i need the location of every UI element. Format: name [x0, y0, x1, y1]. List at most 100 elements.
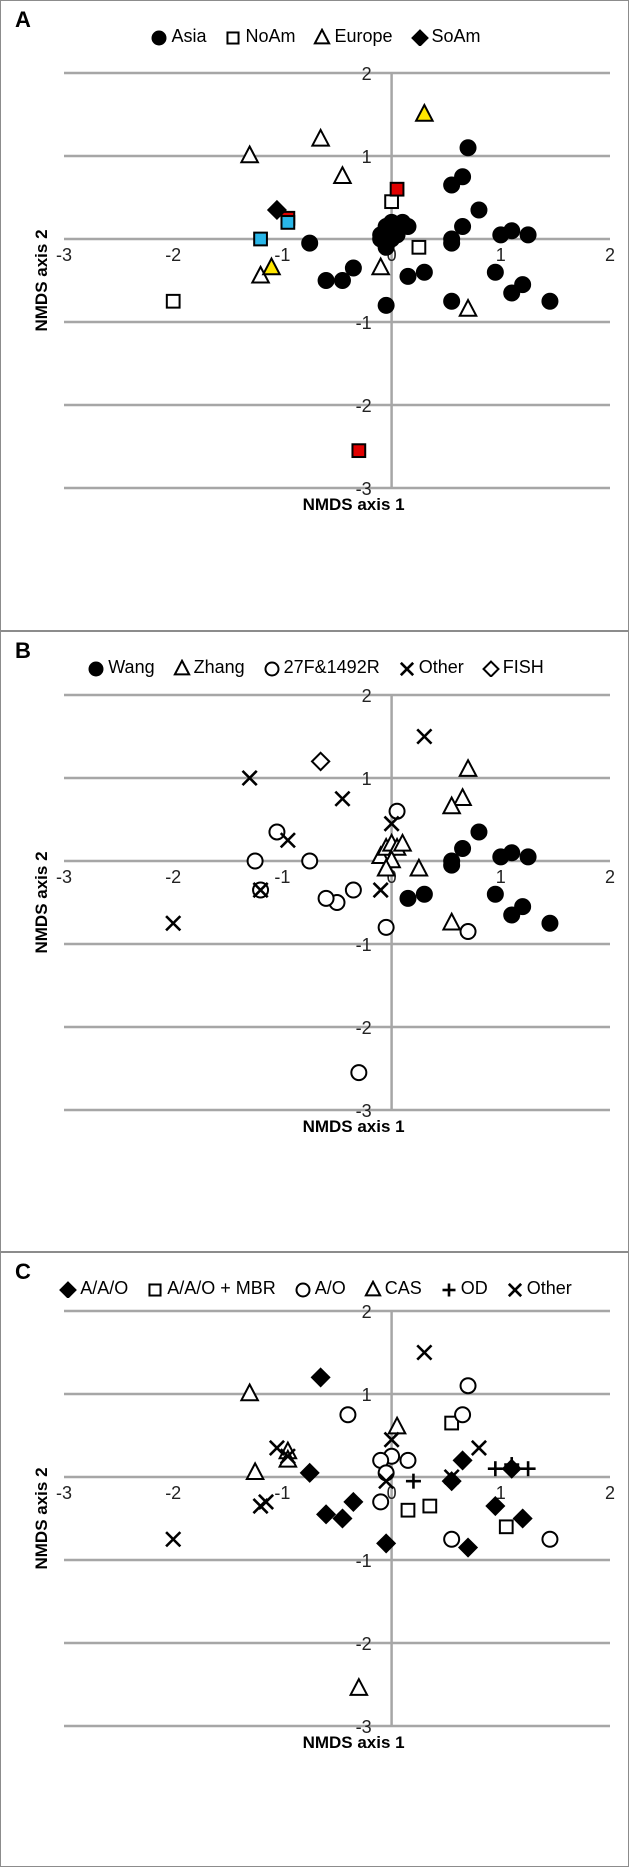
y-tick-label: 2 — [362, 1302, 372, 1322]
data-point — [399, 267, 417, 285]
data-point — [487, 1461, 503, 1477]
data-point — [239, 1382, 260, 1402]
data-point — [392, 832, 413, 852]
data-point — [372, 230, 390, 248]
data-point — [399, 889, 417, 907]
legend-marker — [148, 1283, 162, 1297]
triangle-icon — [313, 27, 332, 44]
legend-marker — [226, 31, 240, 45]
y-axis-title: NMDS axis 2 — [32, 229, 51, 331]
legend-item: Zhang — [172, 656, 245, 678]
data-point — [470, 201, 488, 219]
legend-item: A/A/O — [59, 1277, 128, 1299]
data-point — [415, 263, 433, 281]
data-point — [245, 1461, 266, 1481]
legend-marker — [151, 30, 167, 46]
plus-icon — [442, 1283, 456, 1297]
series-zhang — [370, 758, 478, 931]
data-point — [165, 1531, 182, 1548]
series-noam — [253, 215, 296, 247]
legend-label: 27F&1492R — [283, 657, 380, 678]
data-point — [454, 1406, 472, 1424]
x-tick-label: 0 — [387, 245, 397, 265]
series-a-o — [339, 1377, 559, 1548]
data-point — [485, 1496, 506, 1517]
data-point — [279, 832, 296, 849]
legend-item: A/A/O + MBR — [146, 1277, 276, 1299]
x-icon — [399, 661, 414, 676]
x-tick-label: -3 — [56, 867, 72, 887]
data-point — [452, 1450, 473, 1471]
data-point — [441, 1471, 462, 1492]
data-point — [388, 226, 406, 244]
data-point — [459, 139, 477, 157]
x-tick-label: 2 — [605, 245, 615, 265]
data-point — [441, 795, 462, 815]
data-point — [351, 443, 367, 459]
legend-item: Europe — [313, 25, 393, 47]
legend-marker — [363, 1279, 382, 1296]
data-point — [414, 102, 435, 122]
legend-label: SoAm — [431, 26, 481, 47]
legend-marker — [507, 1282, 522, 1297]
x-axis-title: NMDS axis 1 — [303, 1117, 405, 1136]
x-tick-label: -1 — [274, 245, 290, 265]
legend-marker — [399, 661, 414, 676]
data-point — [279, 1448, 296, 1465]
data-point — [239, 144, 260, 164]
data-point — [377, 296, 395, 314]
data-point — [241, 769, 258, 787]
data-point — [301, 234, 319, 252]
data-point — [310, 127, 331, 147]
panel-label: B — [15, 638, 31, 663]
legend-marker — [88, 661, 104, 677]
data-point — [422, 1498, 438, 1514]
data-point — [317, 889, 335, 907]
legend-item: Other — [506, 1277, 572, 1299]
legend-item: Asia — [150, 25, 206, 47]
data-point — [486, 885, 504, 903]
x-axis-title: NMDS axis 1 — [303, 495, 405, 514]
x-tick-label: 2 — [605, 867, 615, 887]
series-a-a-o-mbr — [400, 1415, 514, 1535]
data-point — [400, 1502, 416, 1518]
square-icon — [148, 1283, 162, 1297]
data-point — [376, 1533, 397, 1554]
data-point — [370, 256, 391, 276]
legend-label: CAS — [384, 1278, 422, 1299]
y-axis-title: NMDS axis 2 — [32, 851, 51, 953]
panel-label: C — [15, 1259, 31, 1284]
legend-item: 27F&1492R — [263, 656, 380, 678]
data-point — [348, 1677, 369, 1696]
data-point — [443, 292, 461, 310]
series-a-a-o — [299, 1367, 533, 1558]
data-point — [520, 1461, 536, 1477]
circle-icon — [88, 661, 104, 677]
legend-label: Other — [526, 1278, 572, 1299]
data-point — [444, 1415, 460, 1431]
legend-marker — [313, 27, 332, 44]
y-tick-label: -2 — [356, 396, 372, 416]
open-diamond-icon — [481, 659, 500, 678]
y-tick-label: -2 — [356, 1634, 372, 1654]
x-icon — [507, 1282, 522, 1297]
open-circle-icon — [295, 1282, 311, 1298]
data-point — [498, 1519, 514, 1535]
data-point — [301, 852, 319, 870]
data-point — [317, 272, 335, 289]
data-point — [503, 222, 521, 240]
series-other — [165, 728, 433, 932]
data-point — [459, 923, 477, 941]
series-soam — [266, 199, 287, 220]
panel-label: A — [15, 7, 31, 32]
data-point — [458, 297, 478, 317]
data-point — [384, 194, 399, 210]
y-tick-label: -1 — [356, 935, 372, 955]
data-point — [377, 918, 395, 936]
data-point — [316, 1504, 337, 1525]
legend-label: Wang — [108, 657, 155, 678]
data-point — [332, 165, 353, 184]
data-point — [350, 1064, 368, 1082]
data-point — [266, 199, 287, 220]
